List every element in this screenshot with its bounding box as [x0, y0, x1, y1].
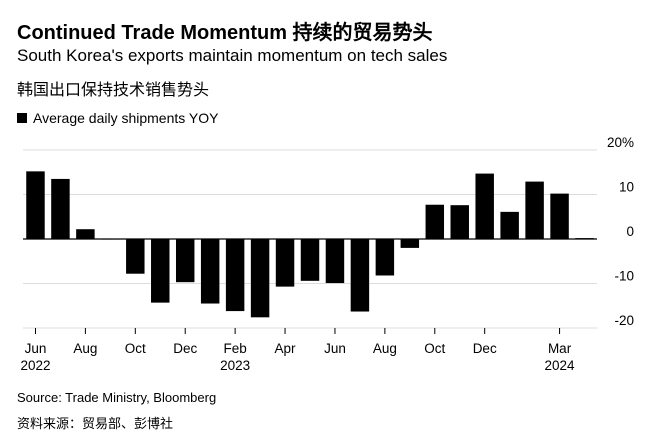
chart-title: Continued Trade Momentum 持续的贸易势头	[17, 22, 433, 44]
legend-label: Average daily shipments YOY	[33, 110, 219, 126]
bar	[525, 181, 544, 239]
bars	[26, 171, 594, 318]
bar	[300, 239, 320, 281]
source-note-chinese: 资料来源：贸易部、彭博社	[17, 416, 174, 431]
bar	[225, 239, 245, 312]
y-axis-ticks: -20 -10 0 10 20%	[607, 135, 634, 328]
bar	[375, 239, 395, 276]
y-tick-label: -10	[614, 269, 634, 284]
x-tick-label: Mar	[548, 341, 572, 356]
bar	[450, 205, 469, 239]
x-tick-year-label: 2023	[220, 358, 250, 373]
bar	[275, 239, 295, 287]
x-axis-ticks: Jun 2022 Aug Oct Dec Feb 2023 Apr Jun Aug Oct Dec Ma…	[20, 328, 575, 373]
bar	[400, 239, 420, 248]
y-tick-label: -20	[614, 313, 634, 328]
bar	[350, 239, 370, 312]
source-note: Source: Trade Ministry, Bloomberg	[17, 390, 217, 405]
y-tick-label: 0	[626, 224, 634, 239]
bar	[475, 173, 494, 239]
bar	[151, 239, 170, 303]
bar	[325, 239, 345, 284]
bar	[200, 239, 220, 304]
x-tick-label: Aug	[373, 341, 397, 356]
y-tick-label: 10	[619, 180, 634, 195]
bar	[51, 178, 70, 239]
x-tick-label: Dec	[173, 341, 197, 356]
chart-legend: Average daily shipments YOY	[17, 110, 218, 126]
x-tick-label: Aug	[73, 341, 97, 356]
bar	[76, 229, 95, 239]
x-tick-year-label: 2022	[20, 358, 50, 373]
bar	[250, 239, 270, 318]
grid-lines	[23, 149, 597, 329]
x-tick-label: Oct	[125, 341, 146, 356]
x-tick-label: Apr	[275, 341, 297, 356]
x-tick-label: Oct	[424, 341, 445, 356]
bar	[425, 204, 445, 239]
bar	[550, 193, 569, 239]
chart-subtitle-chinese: 韩国出口保持技术销售势头	[17, 82, 210, 99]
x-tick-label: Feb	[223, 341, 246, 356]
x-tick-label: Dec	[473, 341, 497, 356]
bar	[175, 239, 195, 283]
bar	[126, 239, 145, 274]
y-tick-label: 20%	[607, 135, 634, 150]
x-tick-year-label: 2024	[545, 358, 576, 373]
bar	[500, 211, 519, 239]
x-tick-label: Jun	[324, 341, 346, 356]
legend-swatch	[17, 113, 27, 123]
bar	[26, 171, 45, 239]
x-tick-label: Jun	[25, 341, 47, 356]
chart-subtitle: South Korea's exports maintain momentum …	[17, 46, 448, 65]
